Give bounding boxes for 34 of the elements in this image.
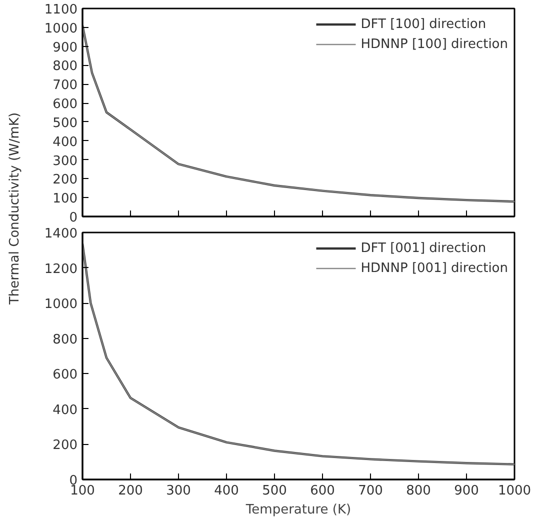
legend-label: HDNNP [001] direction [360, 260, 508, 276]
y-tick-label: 100 [52, 192, 78, 207]
y-axis-title: Thermal Conductivity (W/mK) [7, 112, 22, 306]
y-tick-label: 300 [52, 154, 78, 169]
y-tick-label: 800 [52, 332, 78, 348]
y-tick-label: 500 [52, 116, 78, 131]
y-tick-label: 900 [52, 40, 78, 56]
y-tick-label: 0 [69, 210, 78, 226]
x-tick-label: 300 [166, 484, 191, 498]
y-tick-label: 400 [52, 402, 78, 418]
x-tick-label: 900 [454, 484, 479, 498]
y-tick-label: 400 [52, 134, 78, 150]
y-tick-label: 700 [52, 78, 78, 94]
x-tick-label: 200 [118, 484, 143, 498]
y-tick-label: 200 [52, 438, 78, 454]
legend-label: DFT [001] direction [360, 240, 486, 256]
x-tick-label: 700 [358, 484, 383, 498]
y-tick-label: 1200 [44, 262, 78, 277]
y-tick-label: 1000 [44, 297, 78, 312]
x-tick-label: 600 [310, 484, 335, 498]
y-tick-label: 600 [52, 97, 78, 112]
y-tick-label: 600 [52, 368, 78, 383]
legend-label: HDNNP [100] direction [360, 36, 508, 52]
x-tick-label: 1000 [498, 484, 532, 498]
x-tick-label: 400 [214, 484, 239, 498]
y-tick-label: 200 [52, 172, 78, 188]
y-tick-label: 1000 [44, 21, 78, 36]
y-tick-label: 800 [52, 59, 78, 74]
y-tick-label: 1400 [44, 226, 78, 242]
x-axis-title: Temperature (K) [244, 502, 352, 518]
x-tick-label: 500 [262, 484, 287, 498]
legend-label: DFT [100] direction [360, 16, 486, 32]
x-tick-label: 800 [406, 484, 431, 498]
y-tick-label: 1100 [44, 2, 78, 18]
